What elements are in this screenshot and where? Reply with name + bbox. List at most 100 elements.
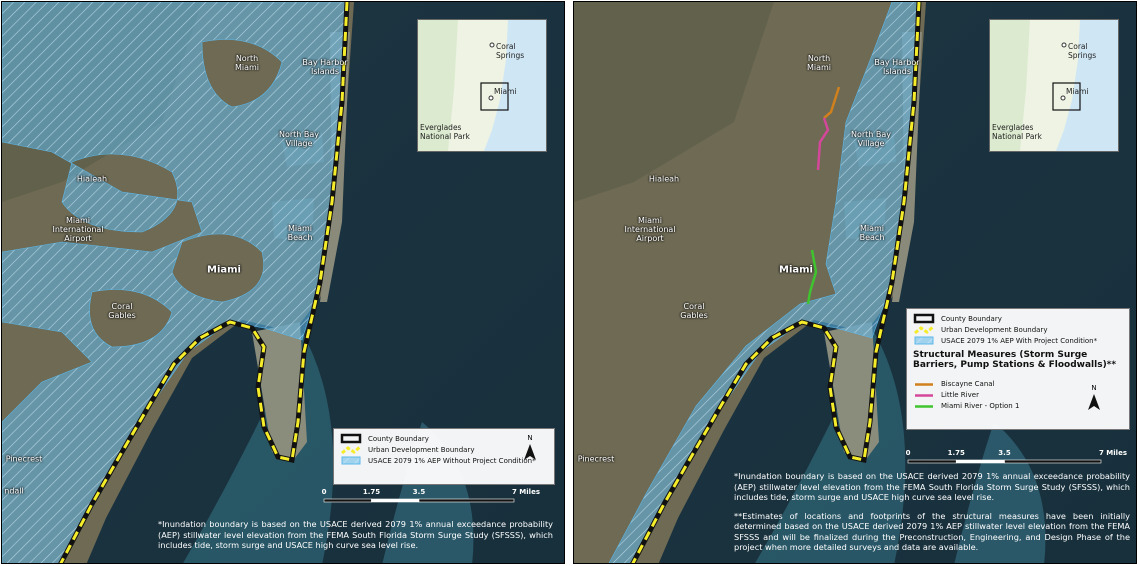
scale-segment [418,498,515,503]
north-arrow-layer [1088,394,1100,410]
legend-label: Biscayne Canal [941,380,995,389]
legend-item: Urban Development Boundary [340,444,548,455]
scale-segment [907,459,957,464]
place-label: Pinecrest [5,454,43,464]
legend-symbol [914,325,934,335]
place-label: Hialeah [76,174,108,184]
north-arrow-layer [524,444,536,460]
inset-map: Coral Springs Miami Everglades National Pa… [989,19,1119,152]
map-panel: North Miami Bay Harbor Islands North Bay V… [1,1,565,564]
inundation-area [2,2,348,563]
legend-item: Little River [913,390,1123,401]
inset-label: Everglades National Park [992,123,1042,141]
inset-extent [1052,82,1081,111]
symbol [914,325,934,335]
legend-label: Urban Development Boundary [941,325,1048,334]
legend-symbol [340,433,362,444]
inset-city [1061,42,1067,48]
legend-item: County Boundary [913,313,1123,324]
legend-item: Biscayne Canal [913,379,1123,390]
inset-city [1060,95,1066,101]
legend-label: County Boundary [941,314,1002,323]
place-label: Miami [779,264,813,276]
scale-label: 3.5 [412,488,426,496]
scale-label: 7 Miles [1099,449,1127,457]
inset-extent [480,82,509,111]
footnotes: *Inundation boundary is based on the USA… [734,471,1130,561]
legend-symbol [914,336,934,345]
scale-label: 0 [905,449,911,457]
legend-symbol [915,404,933,408]
inset-graphics [418,20,509,151]
legend-symbol [915,393,933,397]
footnotes: *Inundation boundary is based on the USA… [158,519,553,559]
north-label: N [527,434,533,442]
urban-development-boundary [59,2,349,563]
place-label: Coral Gables [680,302,708,320]
north-arrow [524,444,536,460]
inset-label: Everglades National Park [420,123,470,141]
place-label: ndall [4,486,24,496]
urban-development-boundary [631,2,921,563]
legend-item: Urban Development Boundary [913,324,1123,335]
legend-symbol [341,456,361,465]
place-label: North Bay Village [850,130,892,148]
symbol [914,336,934,345]
biscayne-canal [823,86,841,119]
land [574,2,774,202]
scale-bar [907,459,1102,464]
legend-item: USACE 2079 1% AEP Without Project Condit… [340,455,548,466]
place-label: North Miami [806,54,832,72]
legend-item: Miami River - Option 1 [913,401,1123,412]
inset-city [489,42,495,48]
legend: County Boundary Urban Development Boundar… [333,428,555,485]
place-label: North Bay Village [278,130,320,148]
legend-label: USACE 2079 1% AEP Without Project Condit… [368,456,536,465]
little-river [816,117,830,171]
legend-symbol [913,313,935,324]
legend-item: County Boundary [340,433,548,444]
scale-label: 7 Miles [512,488,540,496]
legend-item: USACE 2079 1% AEP With Project Condition… [913,335,1123,346]
scale-bar [323,498,515,503]
map-panel: North Miami Bay Harbor Islands North Bay V… [573,1,1137,564]
footnote: *Inundation boundary is based on the USA… [158,519,553,550]
inset-label: Coral Springs [496,42,525,60]
inset-label: Miami [1066,87,1089,96]
north-arrow [1088,394,1100,410]
place-label: Miami Beach [859,224,885,242]
place-label: North Miami [234,54,260,72]
scale-segment [323,498,372,503]
scale-segment [955,459,1005,464]
place-label: Miami International Airport [624,215,676,243]
scale-label: 3.5 [998,449,1011,457]
place-label: Bay Harbor Islands [302,58,348,76]
inset-label: Coral Springs [1068,42,1097,60]
place-label: Miami [207,264,241,276]
legend: County Boundary Urban Development Boundar… [906,308,1130,430]
scale-label: 1.75 [947,449,965,457]
place-label: Bay Harbor Islands [874,58,920,76]
place-label: Miami Beach [287,224,313,242]
basemap [574,2,1136,563]
legend-label: Urban Development Boundary [368,445,475,454]
legend-symbol [915,382,933,386]
inset-graphics [990,20,1081,151]
place-label: Miami International Airport [52,215,104,243]
footnote: **Estimates of locations and footprints … [734,510,1130,553]
scale-label: 1.75 [362,488,381,496]
symbol [913,313,935,324]
scale-segment [1004,459,1102,464]
inset-label: Miami [494,87,517,96]
legend-label: County Boundary [368,434,429,443]
miami-river [806,249,818,305]
place-label: Coral Gables [108,302,136,320]
inset-park [418,20,458,151]
barrier-island [252,322,307,462]
inset-map: Coral Springs Miami Everglades National Pa… [417,19,547,152]
scale-segment [371,498,420,503]
footnote: *Inundation boundary is based on the USA… [734,471,1130,502]
symbol [341,456,361,465]
legend-symbol [341,445,361,455]
